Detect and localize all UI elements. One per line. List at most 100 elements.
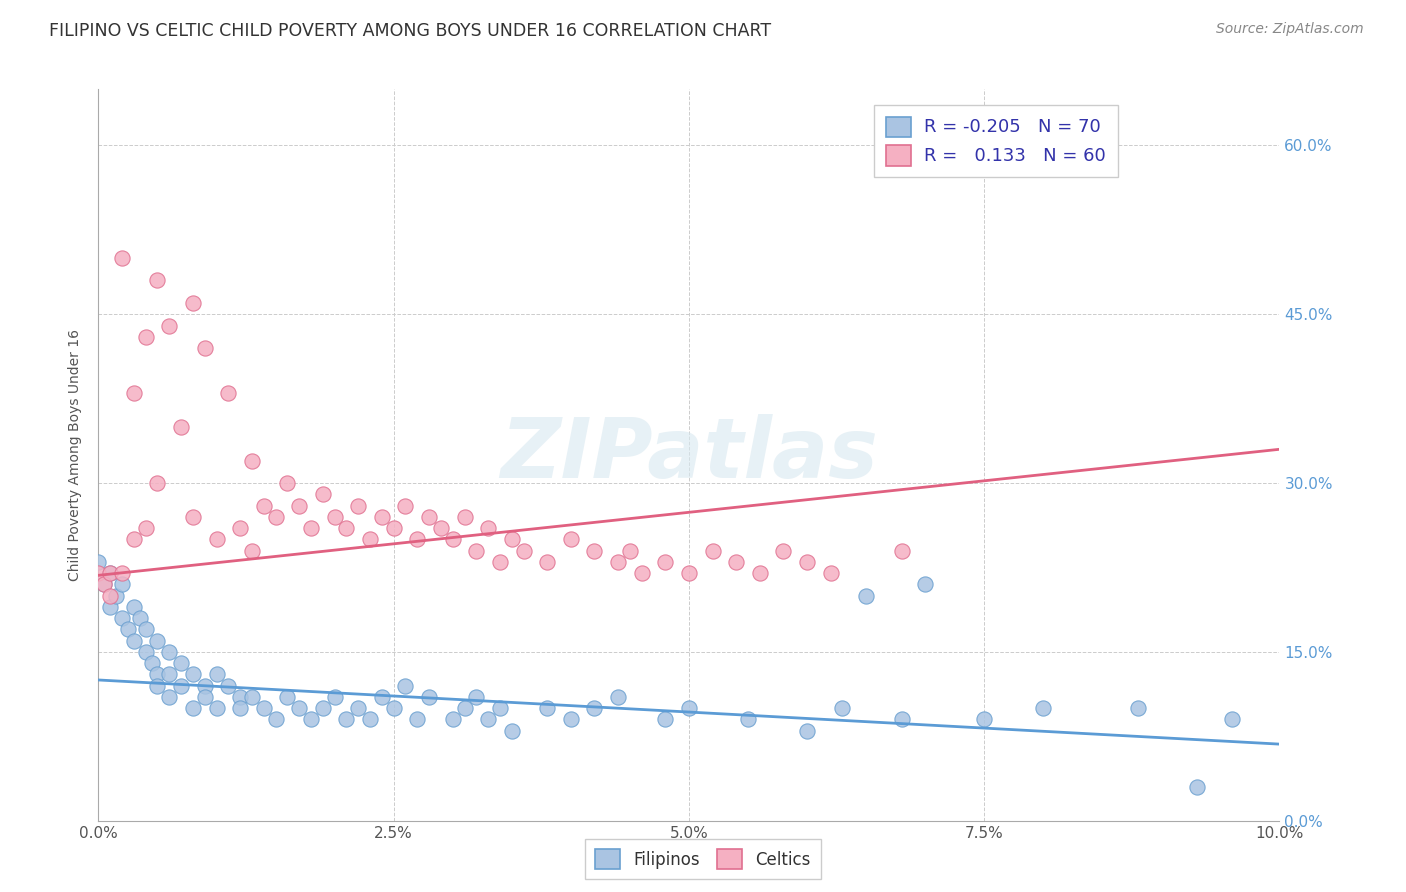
Point (170, 679, 193, 693)
Point (276, 476, 298, 491)
Point (240, 543, 263, 558)
Point (146, 679, 169, 693)
Y-axis label: Child Poverty Among Boys Under 16: Child Poverty Among Boys Under 16 (69, 329, 83, 581)
Point (914, 577, 936, 591)
Point (141, 656, 163, 670)
Point (347, 499, 370, 513)
Point (205, 533, 228, 547)
Point (453, 509, 475, 524)
Point (93, 577, 115, 591)
Point (1126, 701, 1149, 715)
Point (205, 701, 228, 715)
Point (122, 386, 145, 401)
Point (371, 509, 394, 524)
Point (737, 712, 759, 726)
Point (477, 712, 499, 726)
Point (441, 712, 464, 726)
Point (135, 521, 157, 535)
Point (394, 679, 416, 693)
Point (323, 690, 346, 704)
Point (135, 645, 157, 659)
Point (170, 656, 193, 670)
Text: ZIPatlas: ZIPatlas (501, 415, 877, 495)
Point (217, 679, 239, 693)
Point (98, 589, 121, 603)
Point (394, 499, 416, 513)
Point (441, 533, 464, 547)
Point (146, 273, 169, 287)
Point (583, 543, 606, 558)
Point (146, 476, 169, 491)
Point (560, 533, 582, 547)
Point (583, 701, 606, 715)
Point (890, 543, 912, 558)
Point (135, 330, 157, 344)
Point (87, 566, 110, 580)
Point (536, 701, 558, 715)
Text: FILIPINO VS CELTIC CHILD POVERTY AMONG BOYS UNDER 16 CORRELATION CHART: FILIPINO VS CELTIC CHILD POVERTY AMONG B… (49, 22, 772, 40)
Point (678, 566, 700, 580)
Point (146, 633, 169, 648)
Point (240, 453, 263, 467)
Point (111, 611, 134, 625)
Point (170, 419, 193, 434)
Point (312, 701, 335, 715)
Legend: Filipinos, Celtics: Filipinos, Celtics (585, 838, 821, 880)
Point (489, 701, 512, 715)
Point (1185, 780, 1208, 794)
Point (98, 566, 121, 580)
Point (536, 555, 558, 569)
Point (820, 566, 842, 580)
Point (1032, 701, 1054, 715)
Point (382, 701, 405, 715)
Point (157, 690, 180, 704)
Point (678, 701, 700, 715)
Point (217, 386, 239, 401)
Point (654, 712, 676, 726)
Point (489, 555, 512, 569)
Point (299, 712, 322, 726)
Point (477, 521, 499, 535)
Text: Source: ZipAtlas.com: Source: ZipAtlas.com (1216, 22, 1364, 37)
Point (240, 690, 263, 704)
Point (128, 611, 150, 625)
Point (146, 667, 169, 681)
Point (1220, 712, 1243, 726)
Point (512, 543, 534, 558)
Point (299, 521, 322, 535)
Point (359, 712, 381, 726)
Point (135, 623, 157, 637)
Point (111, 566, 134, 580)
Point (181, 701, 204, 715)
Point (855, 589, 877, 603)
Point (418, 690, 440, 704)
Point (264, 712, 287, 726)
Point (312, 487, 335, 501)
Point (890, 712, 912, 726)
Point (796, 555, 818, 569)
Point (725, 555, 748, 569)
Point (359, 533, 381, 547)
Point (418, 509, 440, 524)
Point (253, 499, 276, 513)
Point (465, 690, 488, 704)
Point (748, 566, 770, 580)
Point (288, 499, 311, 513)
Point (194, 679, 217, 693)
Point (323, 509, 346, 524)
Point (181, 296, 204, 310)
Point (619, 543, 641, 558)
Point (111, 577, 134, 591)
Point (654, 555, 676, 569)
Point (87, 555, 110, 569)
Point (430, 521, 453, 535)
Point (465, 543, 488, 558)
Point (194, 341, 217, 355)
Point (98, 599, 121, 614)
Point (111, 251, 134, 265)
Point (453, 701, 475, 715)
Point (796, 723, 818, 738)
Point (98, 566, 121, 580)
Point (157, 645, 180, 659)
Point (288, 701, 311, 715)
